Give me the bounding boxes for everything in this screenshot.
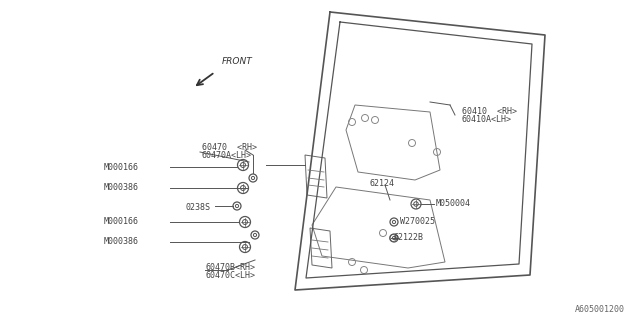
Text: 60470C<LH>: 60470C<LH> bbox=[205, 271, 255, 281]
Text: 0238S: 0238S bbox=[185, 203, 210, 212]
Text: 60470A<LH>: 60470A<LH> bbox=[202, 151, 252, 161]
Text: M000166: M000166 bbox=[104, 218, 139, 227]
Text: M050004: M050004 bbox=[436, 198, 471, 207]
Text: 60410A<LH>: 60410A<LH> bbox=[462, 116, 512, 124]
Text: M000386: M000386 bbox=[104, 183, 139, 193]
Text: FRONT: FRONT bbox=[222, 57, 253, 66]
Text: 60470  <RH>: 60470 <RH> bbox=[202, 143, 257, 153]
Text: M000166: M000166 bbox=[104, 163, 139, 172]
Text: 60410  <RH>: 60410 <RH> bbox=[462, 108, 517, 116]
Text: 62122B: 62122B bbox=[393, 233, 423, 242]
Text: 60470B<RH>: 60470B<RH> bbox=[205, 263, 255, 273]
Text: W270025: W270025 bbox=[400, 217, 435, 226]
Text: M000386: M000386 bbox=[104, 237, 139, 246]
Text: 62124: 62124 bbox=[370, 179, 395, 188]
Text: A605001200: A605001200 bbox=[575, 305, 625, 314]
